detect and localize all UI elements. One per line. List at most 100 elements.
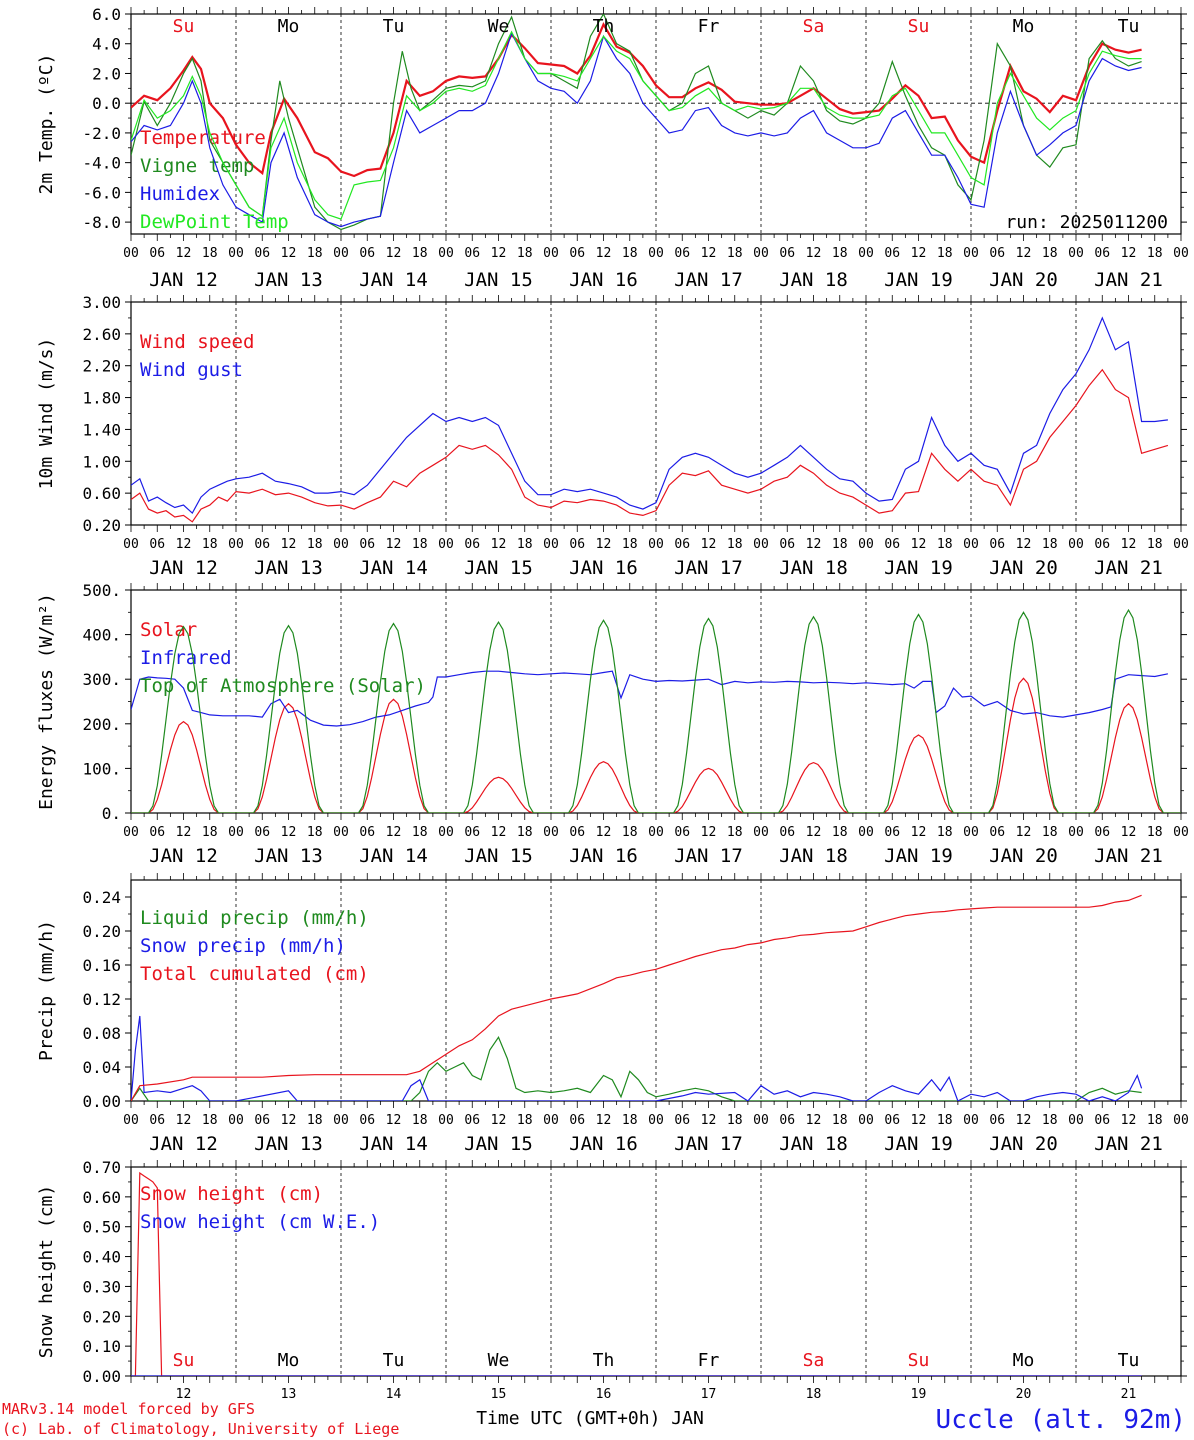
hour-label: 00 xyxy=(963,1113,979,1128)
hour-label: 12 xyxy=(911,1113,927,1128)
y-tick-label: 1.00 xyxy=(82,452,121,471)
hour-label: 18 xyxy=(1147,1113,1163,1128)
hour-label: 06 xyxy=(674,537,690,552)
date-label: JAN 18 xyxy=(779,557,848,579)
y-tick-label: 400. xyxy=(82,626,121,645)
legend-entry: Humidex xyxy=(140,183,220,205)
y-tick-label: 3.00 xyxy=(82,293,121,312)
hour-label: 12 xyxy=(701,1113,717,1128)
model-credit: MARv3.14 model forced by GFS xyxy=(2,1400,255,1418)
hour-label: 00 xyxy=(1173,1113,1189,1128)
date-label: JAN 18 xyxy=(779,269,848,291)
hour-label: 12 xyxy=(1121,1113,1137,1128)
hour-label: 18 xyxy=(412,825,428,840)
y-tick-label: 300. xyxy=(82,670,121,689)
hour-label: 18 xyxy=(622,825,638,840)
weekday-label: Mo xyxy=(278,1350,300,1371)
day-number-label: 13 xyxy=(281,1387,297,1402)
y-tick-label: 4.0 xyxy=(92,35,121,54)
hour-label: 12 xyxy=(806,246,822,261)
plot-frame-1 xyxy=(130,301,1182,526)
hour-label: 18 xyxy=(832,825,848,840)
date-label: JAN 14 xyxy=(359,269,428,291)
date-label: JAN 13 xyxy=(254,557,323,579)
legend-entry: Total cumulated (cm) xyxy=(140,963,369,985)
hour-label: 12 xyxy=(491,537,507,552)
day-number-label: 20 xyxy=(1016,1387,1032,1402)
date-label: JAN 21 xyxy=(1094,845,1163,867)
date-label: JAN 19 xyxy=(884,1133,953,1155)
hour-label: 12 xyxy=(176,1113,192,1128)
day-number-label: 15 xyxy=(491,1387,507,1402)
hour-label: 06 xyxy=(884,246,900,261)
hour-label: 12 xyxy=(491,1113,507,1128)
y-axis-title: Energy fluxes (W/m²) xyxy=(36,593,57,810)
weekday-label: Tu xyxy=(1118,1350,1140,1371)
station-label: Uccle (alt. 92m) xyxy=(936,1405,1186,1435)
hour-label: 18 xyxy=(832,537,848,552)
y-tick-label: 2.60 xyxy=(82,325,121,344)
date-label: JAN 14 xyxy=(359,845,428,867)
hour-label: 00 xyxy=(753,1113,769,1128)
hour-label: 18 xyxy=(307,1113,323,1128)
hour-label: 12 xyxy=(386,537,402,552)
hour-label: 18 xyxy=(307,537,323,552)
date-label: JAN 15 xyxy=(464,557,533,579)
hour-label: 06 xyxy=(569,1113,585,1128)
day-number-label: 19 xyxy=(911,1387,927,1402)
hour-label: 00 xyxy=(1173,246,1189,261)
series-line-total-cumulated-cm- xyxy=(131,894,1142,1101)
hour-label: 18 xyxy=(727,1113,743,1128)
y-tick-label: 1.40 xyxy=(82,420,121,439)
hour-label: 12 xyxy=(701,537,717,552)
hour-label: 18 xyxy=(412,1113,428,1128)
hour-label: 12 xyxy=(1016,1113,1032,1128)
hour-label: 06 xyxy=(779,1113,795,1128)
hour-label: 00 xyxy=(543,1113,559,1128)
hour-label: 18 xyxy=(727,537,743,552)
hour-label: 00 xyxy=(228,825,244,840)
legend-entry: Snow height (cm) xyxy=(140,1183,323,1205)
y-tick-label: 0.50 xyxy=(82,1218,121,1237)
series-line-top-of-atmosphere-solar- xyxy=(131,608,1181,813)
hour-label: 00 xyxy=(123,537,139,552)
date-label: JAN 20 xyxy=(989,557,1058,579)
hour-label: 06 xyxy=(149,825,165,840)
legend-entry: Wind speed xyxy=(140,331,254,353)
hour-label: 00 xyxy=(1173,537,1189,552)
hour-label: 00 xyxy=(228,1113,244,1128)
weekday-label: Fr xyxy=(698,16,720,37)
hour-label: 00 xyxy=(648,537,664,552)
hour-label: 12 xyxy=(701,246,717,261)
hour-label: 00 xyxy=(543,825,559,840)
hour-label: 00 xyxy=(333,537,349,552)
weekday-label: We xyxy=(488,1350,510,1371)
y-tick-label: 0.20 xyxy=(82,516,121,535)
hour-label: 18 xyxy=(202,246,218,261)
hour-label: 12 xyxy=(1016,537,1032,552)
hour-label: 06 xyxy=(779,537,795,552)
hour-label: 00 xyxy=(123,1113,139,1128)
weekday-label: Tu xyxy=(383,16,405,37)
hour-label: 00 xyxy=(963,825,979,840)
date-label: JAN 19 xyxy=(884,557,953,579)
hour-label: 00 xyxy=(333,1113,349,1128)
hour-label: 12 xyxy=(596,1113,612,1128)
legend-entry: Liquid precip (mm/h) xyxy=(140,907,369,929)
date-label: JAN 17 xyxy=(674,1133,743,1155)
weekday-label: Su xyxy=(908,1350,930,1371)
hour-label: 06 xyxy=(779,825,795,840)
hour-label: 06 xyxy=(254,537,270,552)
legend-entry: Top of Atmosphere (Solar) xyxy=(140,675,426,697)
hour-label: 18 xyxy=(412,537,428,552)
y-tick-label: 0. xyxy=(102,804,121,823)
hour-label: 00 xyxy=(228,537,244,552)
series-line-solar xyxy=(131,677,1181,813)
hour-label: 06 xyxy=(569,246,585,261)
hour-label: 06 xyxy=(674,1113,690,1128)
day-number-label: 17 xyxy=(701,1387,717,1402)
y-tick-label: 1.80 xyxy=(82,389,121,408)
hour-label: 00 xyxy=(333,825,349,840)
hour-label: 12 xyxy=(911,537,927,552)
weekday-label: We xyxy=(488,16,510,37)
